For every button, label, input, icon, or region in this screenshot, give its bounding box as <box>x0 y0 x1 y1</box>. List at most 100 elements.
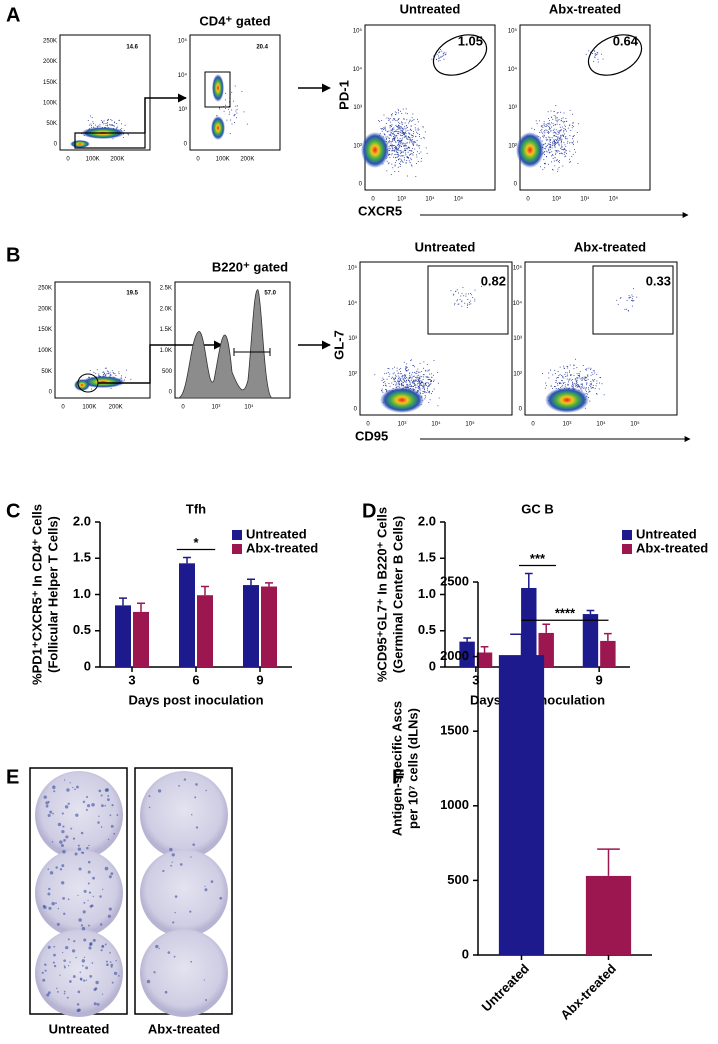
event <box>418 145 420 147</box>
event <box>453 304 455 306</box>
event <box>581 379 583 381</box>
event <box>100 120 102 122</box>
event <box>409 132 411 134</box>
event <box>388 146 390 148</box>
event <box>381 128 383 130</box>
event <box>435 59 437 61</box>
event <box>393 127 395 129</box>
event <box>573 144 575 146</box>
event <box>594 54 596 56</box>
event <box>589 390 591 392</box>
event <box>407 129 409 131</box>
event <box>556 142 558 144</box>
event <box>109 124 111 126</box>
event <box>397 379 399 381</box>
event <box>113 121 115 123</box>
event <box>560 152 562 154</box>
bar <box>600 640 616 667</box>
event <box>543 121 545 123</box>
event <box>403 143 405 145</box>
flow-tick-label: 10⁴ <box>348 300 358 307</box>
event <box>106 370 108 372</box>
event <box>416 154 418 156</box>
event <box>90 123 92 125</box>
event <box>396 367 398 369</box>
event <box>548 149 550 151</box>
event <box>384 384 386 386</box>
event <box>401 160 403 162</box>
event <box>114 373 116 375</box>
event <box>418 371 420 373</box>
event <box>416 379 418 381</box>
event <box>557 161 559 163</box>
event <box>405 142 407 144</box>
event <box>398 148 400 150</box>
event <box>549 124 551 126</box>
bar <box>498 655 545 955</box>
flow-tick-label: 10⁴ <box>425 196 435 203</box>
event <box>549 141 551 143</box>
event <box>573 148 575 150</box>
event <box>410 120 412 122</box>
event <box>99 124 101 126</box>
event <box>110 123 112 125</box>
significance-label: **** <box>555 606 576 621</box>
spot <box>111 981 114 984</box>
event <box>415 136 417 138</box>
spot <box>195 783 198 786</box>
event <box>390 126 392 128</box>
event <box>416 140 418 142</box>
event <box>573 364 575 366</box>
event <box>391 115 393 117</box>
event <box>561 118 563 120</box>
event <box>399 134 401 136</box>
event <box>545 123 547 125</box>
density <box>361 132 389 168</box>
event <box>544 132 546 134</box>
event <box>553 110 555 112</box>
label: CD95 <box>355 428 388 443</box>
event <box>575 382 577 384</box>
event <box>628 310 630 312</box>
event <box>422 384 424 386</box>
event <box>413 381 415 383</box>
event <box>557 377 559 379</box>
event <box>417 380 419 382</box>
event <box>406 384 408 386</box>
event <box>592 387 594 389</box>
spot <box>67 898 70 901</box>
spot <box>108 907 112 911</box>
spot <box>204 888 208 892</box>
event <box>405 162 407 164</box>
event <box>118 373 120 375</box>
event <box>603 394 605 396</box>
event <box>403 361 405 363</box>
event <box>548 123 550 125</box>
event <box>411 153 413 155</box>
event <box>545 382 547 384</box>
event <box>628 295 630 297</box>
spot <box>99 923 103 926</box>
event <box>424 389 426 391</box>
event <box>396 370 398 372</box>
error-bar <box>510 633 533 656</box>
event <box>414 383 416 385</box>
event <box>96 126 98 128</box>
event <box>543 134 545 136</box>
event <box>383 114 385 116</box>
spot <box>88 844 90 847</box>
event <box>562 382 564 384</box>
event <box>400 143 402 145</box>
event <box>409 372 411 374</box>
event <box>553 139 555 141</box>
event <box>555 133 557 135</box>
event <box>585 389 587 391</box>
y-tick-label: 2.0 <box>418 513 436 528</box>
event <box>438 51 440 53</box>
event <box>409 377 411 379</box>
event <box>388 138 390 140</box>
event <box>107 122 109 124</box>
event <box>398 117 400 119</box>
event <box>236 105 238 107</box>
error-bar <box>137 602 145 612</box>
